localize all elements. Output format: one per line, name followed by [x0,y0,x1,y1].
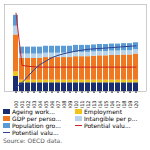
html-text:Source: OECD data.: Source: OECD data. [3,137,63,144]
svg-text:2020: 2020 [133,101,139,109]
html-text:Population gro...: Population gro... [12,122,61,129]
html-text:Intangible per p...: Intangible per p... [84,115,138,122]
html-text:Ageing work...: Ageing work... [12,108,55,115]
html-text:GDP per perso...: GDP per perso... [12,115,62,122]
html-text:Employment: Employment [84,108,122,115]
html-text:Potential valu...: Potential valu... [12,129,59,136]
html-text:Potential valu...: Potential valu... [84,122,131,129]
